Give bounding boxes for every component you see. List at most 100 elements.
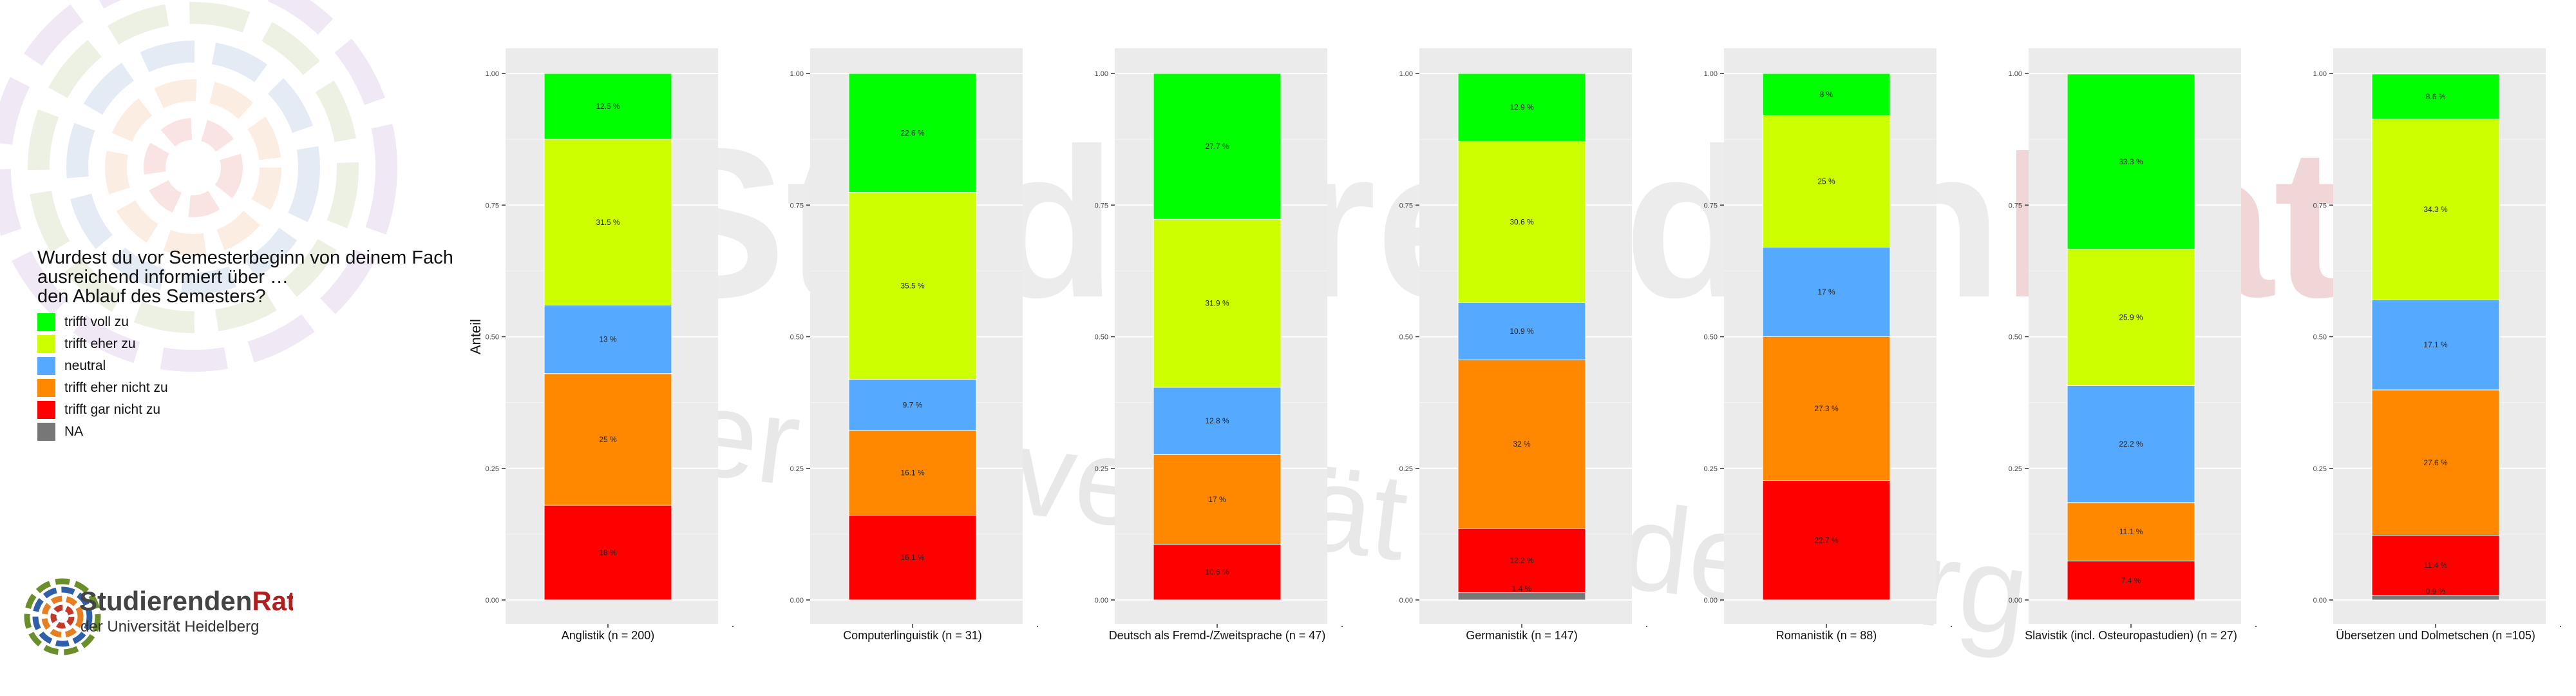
bar-segment (544, 505, 672, 601)
y-tick-label: 0.00 (2313, 597, 2327, 604)
bar-segment (848, 192, 977, 380)
legend-item-trifft-voll-zu: trifft voll zu (37, 311, 488, 333)
x-axis-dot (1951, 626, 1952, 627)
legend-swatch (37, 401, 55, 419)
data-label: 8 % (1820, 90, 1833, 99)
y-tick-label: 1.00 (1704, 70, 1718, 78)
bar-segment (2371, 119, 2500, 300)
y-tick-label: 0.00 (486, 597, 499, 604)
data-label: 17 % (1817, 287, 1835, 296)
bar-segment (2371, 595, 2500, 601)
y-tick-label: 0.00 (2009, 597, 2022, 604)
data-label: 10.6 % (1205, 568, 1229, 577)
y-tick-label: 0.00 (790, 597, 804, 604)
x-axis-dot (1646, 626, 1647, 627)
legend-swatch (37, 313, 55, 331)
y-tick-label: 0.75 (1399, 202, 1413, 209)
bar-segment (1457, 528, 1586, 594)
y-tick-label: 0.50 (2009, 334, 2022, 342)
panel-title: Übersetzen und Dolmetschen (n =105) (2336, 629, 2535, 642)
bar-segment (848, 73, 977, 193)
data-label: 25.9 % (2119, 313, 2143, 322)
y-axis-title: Anteil (468, 319, 484, 354)
y-tick-label: 0.50 (2313, 334, 2327, 342)
y-tick-label: 1.00 (1095, 70, 1108, 78)
y-tick-label: 0.25 (1704, 465, 1718, 473)
bar-segment (544, 304, 672, 374)
legend-label: NA (64, 424, 84, 439)
x-axis-dot (2560, 626, 2561, 627)
panel-title: Deutsch als Fremd-/Zweitsprache (n = 47) (1109, 629, 1326, 642)
data-label: 12.8 % (1205, 416, 1229, 425)
chart-panel: 0.00 0.25 0.50 0.75 1.00 18 % 25 % 13 % 31.5 % 12… (486, 48, 734, 642)
legend: Wurdest du vor Semesterbeginn von deinem… (37, 248, 488, 443)
y-tick-label: 0.25 (790, 465, 804, 473)
data-label: 25 % (1817, 177, 1835, 186)
data-label: 27.7 % (1205, 142, 1229, 151)
chart-panel: 0.00 0.25 0.50 0.75 1.00 0.9 % 11.4 % 27.6 % 17.… (2313, 48, 2561, 642)
y-tick-label: 1.00 (486, 70, 499, 78)
bar-segment (1762, 115, 1891, 248)
data-label: 12.9 % (1510, 103, 1534, 112)
data-label: 22.2 % (2119, 440, 2143, 449)
legend-label: trifft eher zu (64, 336, 136, 351)
data-label: 25 % (599, 435, 617, 444)
bar-segment (1457, 73, 1586, 142)
x-axis-dot (732, 626, 734, 627)
panel-title: Germanistik (n = 147) (1466, 629, 1578, 642)
y-tick-label: 0.75 (1095, 202, 1108, 209)
chart-panel: 0.00 0.25 0.50 0.75 1.00 1.4 % 12.2 % 32 % 10.9 … (1399, 48, 1647, 642)
bar-segment (1153, 454, 1282, 545)
y-tick-label: 0.00 (1095, 597, 1108, 604)
bar-segment (2067, 249, 2195, 386)
data-label: 27.3 % (1814, 404, 1839, 413)
data-label: 31.5 % (596, 218, 620, 227)
data-label: 0.9 % (2426, 587, 2446, 596)
panel-title: Romanistik (n = 88) (1776, 629, 1877, 642)
bar-segment (2371, 73, 2500, 120)
data-label: 17.1 % (2423, 340, 2448, 349)
y-tick-label: 1.00 (790, 70, 804, 78)
legend-swatch (37, 423, 55, 441)
legend-item-trifft-eher-nicht-zu: trifft eher nicht zu (37, 377, 488, 399)
bar-segment (1762, 73, 1891, 116)
y-tick-label: 0.25 (486, 465, 499, 473)
data-label: 31.9 % (1205, 299, 1229, 308)
studierendenrat-logo: StudierendenRat der Universität Heidelbe… (24, 578, 293, 655)
legend-label: neutral (64, 358, 106, 373)
data-label: 30.6 % (1510, 217, 1534, 226)
data-label: 11.1 % (2119, 527, 2143, 536)
bar-segment (1153, 543, 1282, 601)
logo-emblem (24, 578, 101, 655)
data-label: 13 % (599, 335, 617, 344)
bar-segment (848, 379, 977, 431)
bar-segment (2067, 385, 2195, 503)
bar-segment (2067, 73, 2195, 250)
y-tick-label: 1.00 (1399, 70, 1413, 78)
y-tick-label: 0.50 (1704, 334, 1718, 342)
y-tick-label: 0.25 (2313, 465, 2327, 473)
chart-panel: 0.00 0.25 0.50 0.75 1.00 22.7 % 27.3 % 17 % 25 %… (1704, 48, 1952, 642)
logo-name-part1: Studierenden (79, 586, 252, 616)
data-label: 27.6 % (2423, 458, 2448, 467)
data-label: 22.7 % (1814, 536, 1839, 545)
y-tick-label: 0.25 (2009, 465, 2022, 473)
data-label: 11.4 % (2424, 561, 2448, 570)
data-label: 7.4 % (2121, 576, 2141, 585)
bar-segment (848, 514, 977, 601)
y-tick-label: 0.25 (1399, 465, 1413, 473)
data-label: 10.9 % (1510, 327, 1534, 336)
y-tick-label: 0.50 (1399, 334, 1413, 342)
bar-segment (1457, 302, 1586, 360)
panel-title: Computerlinguistik (n = 31) (843, 629, 982, 642)
y-tick-label: 0.75 (486, 202, 499, 209)
chart-panel: 0.00 0.25 0.50 0.75 1.00 7.4 % 11.1 % 22.2 % 25.… (2009, 48, 2257, 642)
y-tick-label: 0.50 (486, 334, 499, 342)
bar-segment (2371, 535, 2500, 596)
data-label: 32 % (1513, 440, 1531, 449)
bar-segment (1457, 359, 1586, 529)
logo-name-part2: Rat (252, 586, 293, 616)
bar-segment (848, 430, 977, 516)
bar-segment (1153, 73, 1282, 220)
y-tick-label: 1.00 (2313, 70, 2327, 78)
